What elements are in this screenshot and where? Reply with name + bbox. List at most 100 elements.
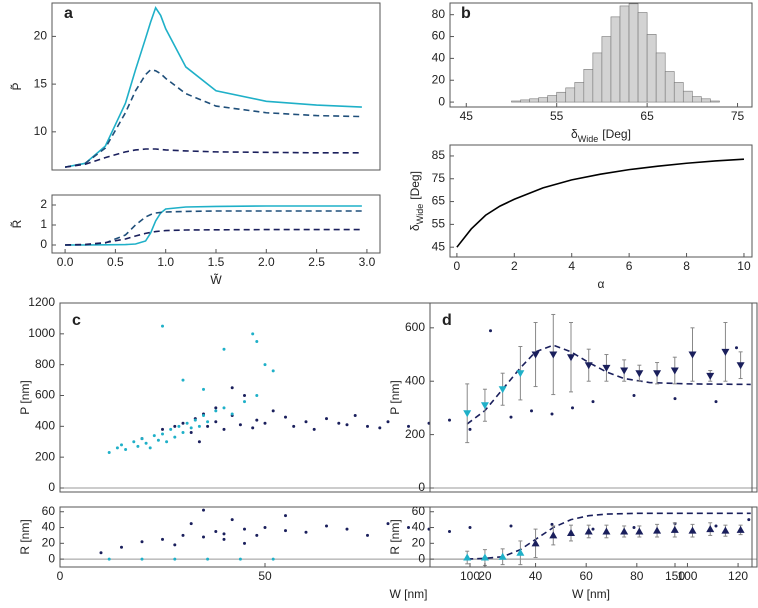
marker [602,527,611,535]
point [99,551,103,555]
point [189,430,193,434]
x-tick-label: 60 [580,569,594,583]
x-axis-label-part: [Deg] [602,127,631,141]
y-axis-label-part: [Deg] [408,171,422,200]
point [181,378,185,382]
x-axis-label: α [598,277,605,291]
x-tick-label: 2.0 [258,255,275,269]
point [107,451,111,455]
plot [60,324,757,489]
marker [706,372,715,380]
y-tick-label: 60 [42,504,56,518]
point [165,440,169,444]
y-axis-label: δWide [Deg] [408,171,425,231]
x-tick-label: 55 [550,109,564,123]
point [214,420,218,424]
point [509,415,513,419]
point [214,529,218,533]
y-tick-label: 75 [432,171,446,185]
point [378,426,382,430]
point [271,409,275,413]
y-tick-label: 2 [40,197,47,211]
bar [682,90,693,103]
point [292,424,296,428]
x-tick-label: 40 [529,569,543,583]
point [222,406,226,410]
line [65,228,362,246]
marker [688,526,697,534]
bar [511,100,521,103]
x-tick-label: 1.0 [157,255,174,269]
x-axis-label: W [nm] [390,587,428,601]
line [456,158,745,248]
y-tick-label: 200 [405,427,425,441]
bar [583,69,594,103]
bar [565,87,576,103]
point [222,427,226,431]
point [735,346,738,350]
bar [610,16,621,103]
point [571,406,574,410]
point [140,557,144,561]
marker [721,526,730,534]
point [132,440,136,444]
point [337,421,341,425]
point [189,426,193,430]
point [509,524,513,528]
marker [706,525,715,533]
point [386,420,390,424]
point [263,363,267,367]
y-tick-label: 20 [34,29,48,43]
point [202,387,205,391]
marker [635,527,644,535]
y-tick-label: 10 [34,124,48,138]
plot [511,3,720,103]
plot [430,313,752,489]
point [714,524,718,528]
y-tick-label: 600 [35,388,55,402]
y-tick-label: 1200 [28,295,55,309]
marker [688,351,697,359]
frame [59,302,758,493]
x-tick-label: 0 [57,569,64,583]
point [304,420,308,424]
marker [549,351,558,359]
point [181,421,185,425]
x-tick-label: 3.0 [359,255,376,269]
y-tick-label: 600 [405,320,425,334]
point [222,532,226,536]
y-tick-label: 20 [412,535,426,549]
x-tick-label: 1.5 [208,255,225,269]
marker [549,531,558,539]
marker [635,370,644,378]
plot [64,5,362,168]
point [140,540,144,544]
bar [574,82,585,103]
y-tick-label: 400 [405,373,425,387]
x-tick-label: 2.5 [308,255,325,269]
point [161,432,164,436]
x-tick-label: 8 [683,259,690,273]
point [230,412,234,416]
line [64,148,362,168]
point [197,424,201,428]
bar [646,34,657,103]
point [124,447,128,451]
point [214,406,218,410]
y-tick-label: 1000 [28,326,55,340]
marker [736,525,745,533]
point [271,557,275,561]
point [202,535,205,539]
x-tick-label: 4 [568,259,575,273]
x-tick-label: 80 [630,569,644,583]
marker [584,527,593,535]
y-tick-label: 20 [432,72,446,86]
point [161,427,164,431]
bar [529,98,539,103]
marker [531,351,540,359]
point [173,424,177,428]
panel-label: b [461,5,471,22]
point [120,545,123,549]
point [271,369,275,373]
bar [710,100,720,103]
